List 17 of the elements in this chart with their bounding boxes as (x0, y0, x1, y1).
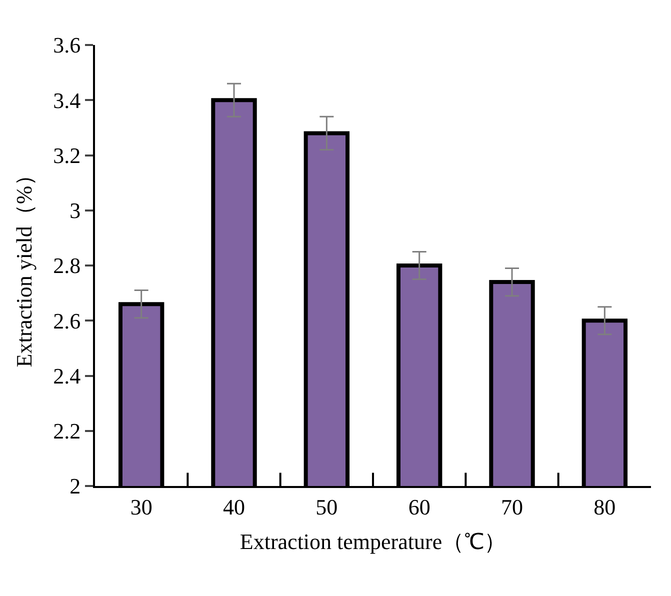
x-tick-label: 60 (408, 494, 430, 520)
x-tick-label: 70 (501, 494, 523, 520)
y-tick-label: 2.4 (53, 363, 81, 388)
x-tick-label: 50 (316, 494, 338, 520)
y-tick-label: 2 (70, 474, 81, 499)
y-axis-title: Extraction yield（%） (11, 164, 36, 368)
y-tick-label: 3.6 (53, 32, 81, 58)
x-tick-label: 40 (223, 494, 245, 520)
y-tick-label: 2.6 (53, 308, 81, 334)
x-tick-label: 30 (130, 494, 152, 520)
x-axis-title: Extraction temperature（℃） (240, 528, 506, 554)
y-tick-label: 3.4 (53, 88, 81, 113)
x-tick-label: 80 (594, 494, 616, 520)
y-tick-label: 3 (70, 198, 81, 224)
y-tick-label: 2.2 (53, 418, 81, 444)
y-tick-label: 3.2 (53, 142, 81, 168)
y-tick-label: 2.8 (53, 253, 81, 278)
